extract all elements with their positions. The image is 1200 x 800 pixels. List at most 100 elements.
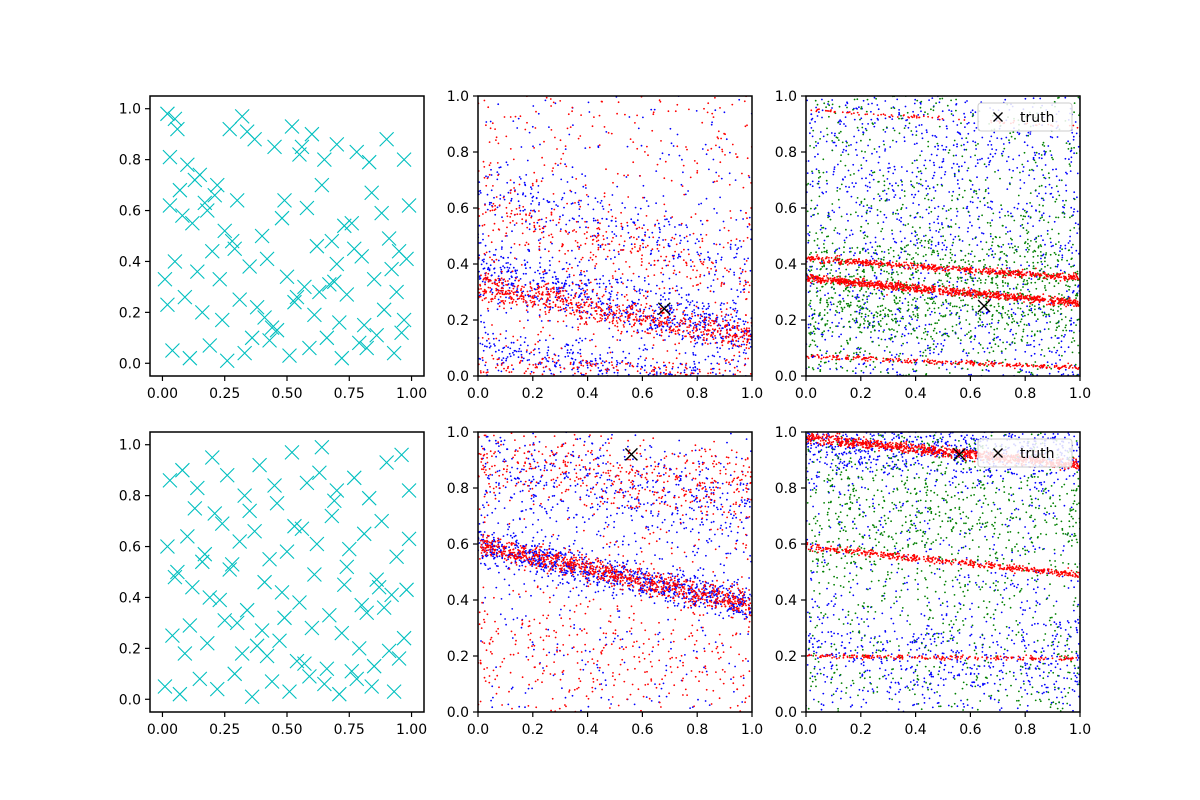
sample-point [659, 298, 662, 301]
sample-point [976, 280, 979, 282]
sample-point [580, 114, 582, 116]
sample-point [538, 362, 540, 365]
sample-point [529, 266, 532, 269]
sample-point [560, 198, 563, 201]
sample-point [1032, 97, 1035, 100]
sample-point [680, 224, 682, 226]
sample-point [506, 235, 508, 237]
sample-point [711, 121, 713, 124]
sample-point [988, 331, 990, 334]
design-point-marker [207, 187, 223, 203]
sample-point [501, 216, 503, 219]
sample-point [825, 140, 828, 143]
sample-point [494, 283, 497, 286]
sample-point [845, 145, 848, 148]
sample-point [623, 240, 626, 243]
sample-point [548, 294, 551, 296]
sample-point [885, 193, 888, 195]
sample-point [730, 342, 733, 345]
sample-point [542, 303, 545, 305]
sample-point [988, 248, 990, 251]
sample-point [707, 355, 710, 358]
sample-point [597, 145, 600, 148]
sample-point [920, 110, 922, 113]
sample-point [836, 325, 839, 328]
sample-point [1021, 302, 1023, 305]
sample-point [900, 179, 902, 182]
sample-point [898, 309, 901, 312]
sample-point [1026, 202, 1028, 205]
sample-point [704, 358, 707, 361]
sample-point [868, 173, 871, 176]
sample-point [672, 318, 674, 321]
sample-point [642, 294, 645, 297]
sample-point [573, 274, 575, 277]
sample-point [491, 282, 494, 285]
sample-point [715, 269, 718, 272]
sample-point [695, 284, 698, 286]
sample-point [659, 100, 662, 103]
sample-point [1077, 285, 1079, 288]
sample-point [543, 140, 545, 143]
sample-point [491, 122, 494, 125]
sample-point [579, 348, 582, 351]
sample-point [744, 270, 747, 273]
sample-point [808, 366, 810, 369]
sample-point [521, 218, 524, 221]
sample-point [1067, 346, 1070, 349]
sample-point [991, 279, 993, 281]
sample-point [813, 325, 815, 328]
sample-point [670, 329, 672, 332]
sample-point [1032, 251, 1034, 253]
sample-point [578, 261, 581, 263]
sample-point [952, 238, 955, 241]
sample-point [629, 138, 632, 141]
sample-point [578, 361, 581, 364]
sample-point [564, 148, 567, 151]
sample-point [572, 297, 575, 299]
sample-point [1043, 311, 1046, 314]
y-tick-label: 0.8 [119, 153, 141, 169]
sample-point [944, 254, 947, 257]
sample-point [683, 309, 686, 312]
sample-point [522, 193, 524, 196]
sample-point [964, 279, 967, 282]
sample-point [594, 359, 597, 362]
sample-point [701, 121, 704, 124]
sample-point [954, 235, 957, 238]
sample-point [1010, 242, 1013, 245]
sample-point [739, 283, 741, 285]
sample-point [700, 233, 702, 236]
sample-point [956, 124, 959, 126]
sample-point [597, 246, 600, 249]
sample-point [1037, 246, 1040, 249]
sample-point [659, 320, 662, 323]
sample-point [1038, 157, 1041, 159]
sample-point [500, 255, 502, 258]
sample-point [972, 261, 974, 263]
sample-point [735, 256, 737, 258]
sample-point [594, 219, 597, 222]
sample-point [1028, 344, 1030, 346]
sample-point [601, 372, 604, 375]
sample-point [895, 182, 897, 185]
sample-point [479, 342, 482, 345]
sample-point [861, 215, 863, 218]
sample-point [552, 360, 554, 363]
sample-point [891, 184, 894, 187]
sample-point [868, 181, 871, 184]
sample-point [502, 357, 505, 359]
sample-point [608, 243, 611, 246]
sample-point [540, 286, 543, 289]
sample-point [615, 312, 618, 315]
sample-point [562, 303, 565, 305]
sample-point [869, 372, 872, 374]
sample-point [548, 302, 551, 305]
sample-point [1056, 349, 1059, 352]
sample-point [696, 301, 698, 304]
sample-point [1044, 192, 1047, 195]
sample-point [513, 187, 515, 189]
sample-point [657, 319, 660, 322]
sample-point [882, 238, 885, 240]
sample-point [679, 319, 682, 321]
